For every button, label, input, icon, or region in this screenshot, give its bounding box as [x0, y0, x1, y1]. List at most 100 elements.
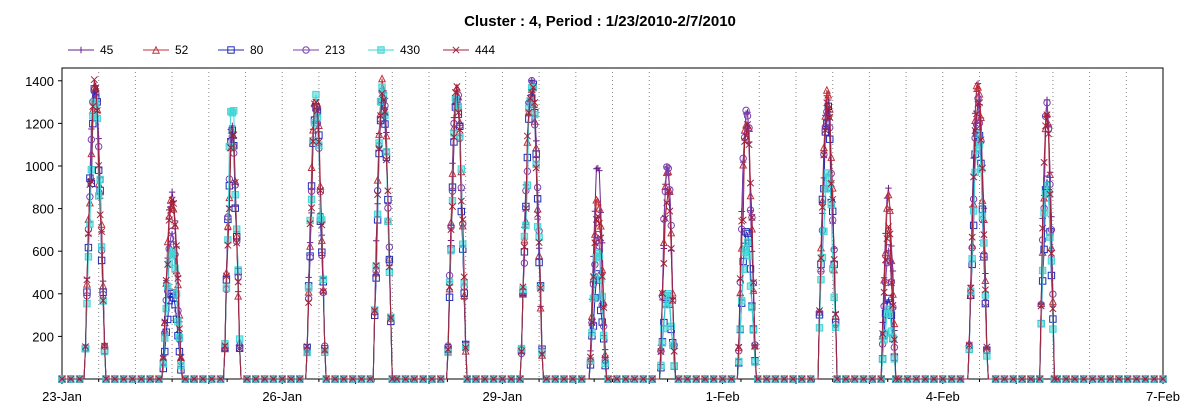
data-point [829, 264, 837, 273]
data-point [598, 272, 606, 281]
data-point [166, 234, 175, 243]
data-point [137, 375, 145, 383]
data-point [1040, 158, 1048, 166]
data-point [525, 108, 533, 117]
data-point [992, 375, 1000, 383]
data-point [971, 126, 979, 135]
data-point [667, 244, 675, 253]
data-point [531, 98, 539, 107]
data-point [668, 341, 677, 349]
data-point [1027, 375, 1035, 383]
data-point [498, 375, 506, 383]
data-point [824, 105, 832, 113]
data-point [598, 292, 606, 301]
data-point [892, 375, 900, 383]
data-point [735, 357, 743, 366]
data-point [165, 260, 173, 268]
data-point [660, 324, 668, 333]
data-point [824, 90, 833, 99]
data-point [832, 310, 840, 318]
data-point [884, 294, 893, 303]
data-point [739, 154, 747, 163]
data-point [538, 350, 546, 358]
data-point [1159, 375, 1167, 383]
data-point [823, 99, 831, 107]
x-tick-label: 29-Jan [483, 389, 523, 404]
legend-label: 430 [400, 43, 420, 57]
data-point [315, 138, 323, 146]
data-point [879, 330, 887, 338]
data-point [1040, 245, 1048, 254]
data-point [457, 197, 465, 205]
data-point [216, 375, 225, 383]
data-point [826, 113, 834, 121]
data-point [601, 355, 609, 363]
y-tick-label: 1400 [25, 74, 54, 89]
data-point [222, 272, 230, 280]
data-point [648, 375, 656, 383]
data-point [529, 83, 537, 91]
data-point [743, 238, 752, 246]
x-tick-label: 7-Feb [1146, 389, 1180, 404]
data-point [165, 216, 173, 224]
data-point [746, 265, 755, 273]
data-point [830, 293, 838, 301]
legend-swatch-marker [77, 46, 85, 54]
data-point [516, 375, 524, 383]
data-point [975, 99, 984, 107]
data-point [661, 214, 669, 222]
data-point [890, 319, 899, 328]
data-point [589, 273, 597, 281]
data-point [817, 254, 825, 262]
data-point [660, 259, 668, 267]
data-point [174, 318, 182, 326]
data-point [171, 264, 179, 273]
data-point [372, 262, 380, 270]
data-point [658, 339, 667, 347]
data-point [821, 185, 830, 193]
data-point [956, 375, 964, 383]
data-point [1044, 190, 1053, 198]
data-point [666, 207, 674, 215]
y-axis: 200 400 600 800 1000 1200 1400 [25, 74, 62, 344]
data-point [737, 297, 746, 305]
data-point [598, 318, 606, 326]
data-point [463, 375, 471, 383]
x-tick-label: 26-Jan [262, 389, 302, 404]
legend-label: 213 [325, 43, 345, 57]
data-point [978, 164, 986, 172]
data-point [227, 144, 235, 152]
data-point [99, 296, 107, 305]
data-point [890, 355, 899, 363]
data-point [534, 210, 542, 218]
data-point [312, 90, 320, 99]
data-point [980, 231, 988, 239]
data-point [820, 151, 828, 159]
data-point [749, 278, 757, 287]
data-point [1043, 111, 1051, 119]
data-point [1062, 375, 1070, 383]
data-point [96, 175, 104, 184]
data-point [171, 221, 179, 229]
data-point [459, 216, 467, 224]
data-point [560, 375, 568, 383]
data-point [833, 375, 841, 383]
data-point [657, 361, 665, 370]
data-point [600, 303, 608, 312]
y-tick-label: 600 [32, 244, 54, 259]
data-point [523, 181, 532, 189]
data-point [827, 200, 835, 209]
data-point [1043, 99, 1051, 107]
data-point [306, 220, 314, 228]
data-point [683, 375, 691, 383]
data-point [312, 106, 320, 114]
data-point [821, 126, 829, 134]
data-point [599, 331, 608, 340]
data-point [95, 161, 103, 170]
data-point [591, 239, 599, 247]
data-point [460, 273, 468, 281]
data-point [228, 131, 236, 139]
data-point [597, 209, 604, 216]
data-point [190, 375, 198, 383]
data-point [456, 126, 464, 134]
